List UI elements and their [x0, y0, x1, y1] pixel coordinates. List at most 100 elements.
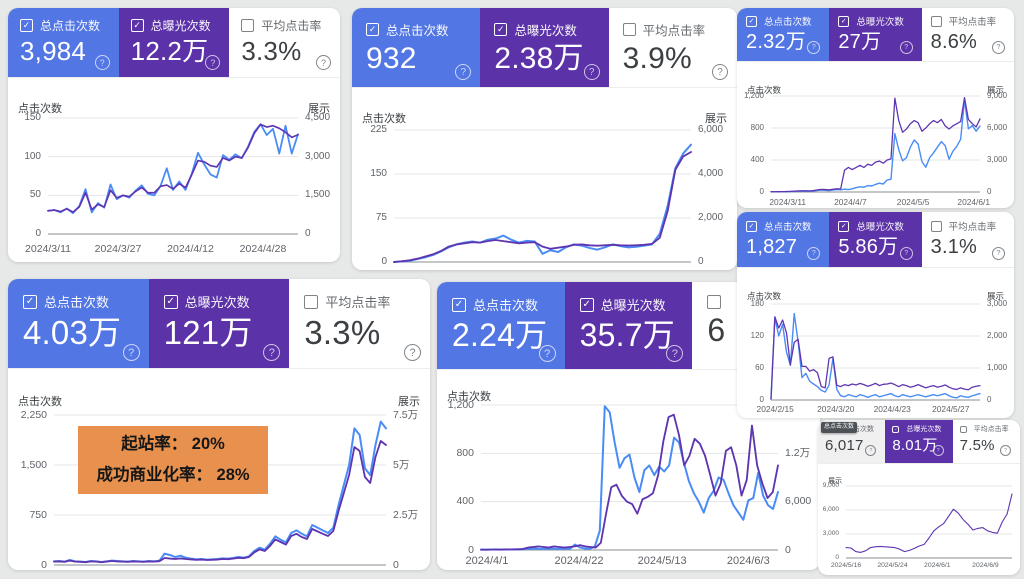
metric-card-label: 平均点击率 — [325, 295, 391, 310]
metric-card-clicks[interactable]: ✓ 总点击次数 2.24万? — [437, 282, 565, 369]
checkbox-icon[interactable] — [622, 23, 636, 36]
help-icon[interactable]: ? — [711, 64, 728, 80]
help-icon[interactable]: ? — [865, 445, 877, 456]
checkbox-icon[interactable]: ✓ — [746, 220, 757, 232]
help-icon[interactable]: ? — [263, 344, 281, 361]
metric-card-impressions[interactable]: ✓ 总曝光次数 121万? — [148, 279, 290, 368]
metric-card-value: 27万 — [838, 31, 882, 53]
checkbox-icon[interactable]: ✓ — [20, 19, 33, 32]
help-icon[interactable]: ? — [991, 247, 1005, 260]
help-icon[interactable]: ? — [899, 247, 913, 260]
y-axis-tick-left: 0 — [759, 395, 764, 404]
help-icon[interactable]: ? — [538, 345, 556, 362]
help-icon[interactable]: ? — [316, 55, 332, 70]
metric-card-clicks[interactable]: ✓ 总点击次数 3,984? — [8, 8, 119, 77]
help-icon[interactable]: ? — [807, 41, 821, 54]
checkbox-icon[interactable]: ✓ — [23, 294, 37, 309]
y-axis-tick-left: 0 — [835, 553, 839, 561]
series-impressions-line — [48, 124, 298, 212]
metric-card-value: 3.1% — [930, 236, 978, 258]
metric-cards: ✓ 总点击次数 2.24万? ✓ 总曝光次数 35.7万? 6 — [437, 282, 820, 370]
help-icon[interactable]: ? — [583, 64, 600, 80]
x-axis-label: 2024/5/27 — [932, 404, 970, 414]
metric-card-header: ✓ 总曝光次数 — [494, 20, 594, 39]
y-axis-title-left: 点击次数 — [747, 85, 782, 95]
help-icon[interactable]: ? — [404, 344, 422, 361]
y-axis-title-left: 点击次数 — [447, 391, 491, 403]
metric-card-ctr[interactable]: 平均点击率 3.1%? — [921, 212, 1014, 267]
checkbox-icon[interactable] — [241, 19, 255, 32]
checkbox-icon[interactable] — [707, 295, 722, 309]
metric-card-impressions[interactable]: ✓ 总曝光次数 8.01万? — [885, 420, 953, 463]
metric-card-value: 8.01万 — [892, 437, 938, 454]
metric-card-impressions[interactable]: ✓ 总曝光次数 35.7万? — [564, 282, 693, 369]
help-icon[interactable]: ? — [932, 445, 944, 456]
x-axis-label: 2024/4/12 — [167, 243, 214, 255]
metric-card-ctr[interactable]: 平均点击率 3.9%? — [608, 8, 737, 87]
series-clicks-line — [771, 314, 980, 399]
metric-card-label: 总曝光次数 — [184, 295, 250, 310]
chart-plot — [481, 405, 778, 550]
help-icon[interactable]: ? — [899, 41, 913, 54]
checkbox-icon[interactable]: ✓ — [366, 23, 379, 36]
metric-card-ctr[interactable]: 平均点击率 7.5%? — [952, 420, 1020, 463]
metric-card-impressions[interactable]: ✓ 总曝光次数 27万? — [829, 8, 922, 61]
x-axis-label: 2024/5/5 — [896, 197, 930, 207]
metric-card-value: 2.32万 — [746, 31, 806, 53]
y-axis-tick-right: 6,000 — [698, 124, 724, 135]
y-axis-tick-left: 800 — [750, 123, 764, 132]
metric-card-value: 5.86万 — [838, 236, 899, 258]
checkbox-icon[interactable]: ✓ — [130, 19, 144, 32]
checkbox-icon[interactable]: ✓ — [838, 220, 850, 232]
help-icon[interactable]: ? — [807, 247, 821, 260]
metric-card-label: 总点击次数 — [44, 295, 110, 310]
checkbox-icon[interactable] — [930, 15, 942, 27]
series-clicks-line — [846, 494, 1012, 552]
checkbox-icon[interactable] — [304, 294, 319, 309]
metric-card-clicks[interactable]: 总点击次数6,017?总点击次数 — [818, 420, 886, 463]
checkbox-icon[interactable]: ✓ — [494, 23, 508, 36]
metric-card-ctr[interactable]: 平均点击率 3.3%? — [289, 279, 430, 368]
checkbox-icon[interactable]: ✓ — [452, 297, 466, 312]
checkbox-icon[interactable]: ✓ — [892, 425, 900, 433]
help-icon[interactable]: ? — [122, 344, 140, 361]
line-chart: 展示 9,000 6,000 3,000 0 2024/5/16 2024/5/24 2024… — [818, 420, 1020, 575]
y-axis-tick-right: 6,000 — [987, 123, 1008, 132]
checkbox-icon[interactable] — [930, 220, 942, 232]
metric-cards: ✓ 总点击次数 1,827? ✓ 总曝光次数 5.86万? 平均点击率 3.1%? — [737, 212, 1014, 268]
checkbox-icon[interactable] — [959, 425, 967, 433]
metric-card-header: ✓ 总点击次数 — [746, 14, 820, 28]
help-icon[interactable]: ? — [205, 55, 221, 70]
metric-card-clicks[interactable]: ✓ 总点击次数 932? — [352, 8, 481, 87]
help-icon[interactable]: ? — [999, 445, 1011, 456]
x-axis-label: 2024/3/11 — [769, 197, 807, 207]
metric-card-impressions[interactable]: ✓ 总曝光次数 2.38万? — [480, 8, 609, 87]
panel-p7: 总点击次数6,017?总点击次数✓总曝光次数8.01万?平均点击率7.5%?展示… — [818, 420, 1020, 575]
help-icon[interactable]: ? — [94, 55, 110, 70]
checkbox-icon[interactable]: ✓ — [579, 297, 594, 312]
y-axis-tick-left: 0 — [381, 256, 387, 267]
metric-card-ctr[interactable]: 平均点击率 3.3%? — [229, 8, 340, 77]
metric-card-ctr[interactable]: 平均点击率 8.6%? — [921, 8, 1014, 61]
checkbox-icon[interactable]: ✓ — [163, 294, 178, 309]
metric-card-clicks[interactable]: ✓ 总点击次数 2.32万? — [737, 8, 830, 61]
help-icon[interactable]: ? — [666, 345, 684, 362]
metric-card-clicks[interactable]: ✓ 总点击次数 4.03万? — [8, 279, 149, 368]
checkbox-icon[interactable]: ✓ — [746, 15, 757, 27]
metric-card-label: 总点击次数 — [764, 17, 812, 28]
metric-card-header: ✓ 总点击次数 — [23, 292, 134, 311]
metric-card-label: 总曝光次数 — [856, 17, 904, 28]
y-axis-tick-left: 6,000 — [822, 505, 839, 513]
x-axis-label: 2024/6/1 — [957, 197, 991, 207]
metric-card-header: ✓ 总曝光次数 — [838, 14, 912, 28]
metric-cards: ✓ 总点击次数 932? ✓ 总曝光次数 2.38万? 平均点击率 3.9%? — [352, 8, 737, 88]
metric-card-label: 总点击次数 — [764, 222, 812, 233]
metric-card-header: ✓ 总点击次数 — [366, 20, 466, 39]
metric-card-impressions[interactable]: ✓ 总曝光次数 12.2万? — [118, 8, 230, 77]
help-icon[interactable]: ? — [991, 41, 1005, 54]
metric-card-header: ✓ 总点击次数 — [20, 17, 107, 34]
metric-card-clicks[interactable]: ✓ 总点击次数 1,827? — [737, 212, 830, 267]
help-icon[interactable]: ? — [455, 64, 472, 80]
metric-card-impressions[interactable]: ✓ 总曝光次数 5.86万? — [829, 212, 922, 267]
checkbox-icon[interactable]: ✓ — [838, 15, 850, 27]
